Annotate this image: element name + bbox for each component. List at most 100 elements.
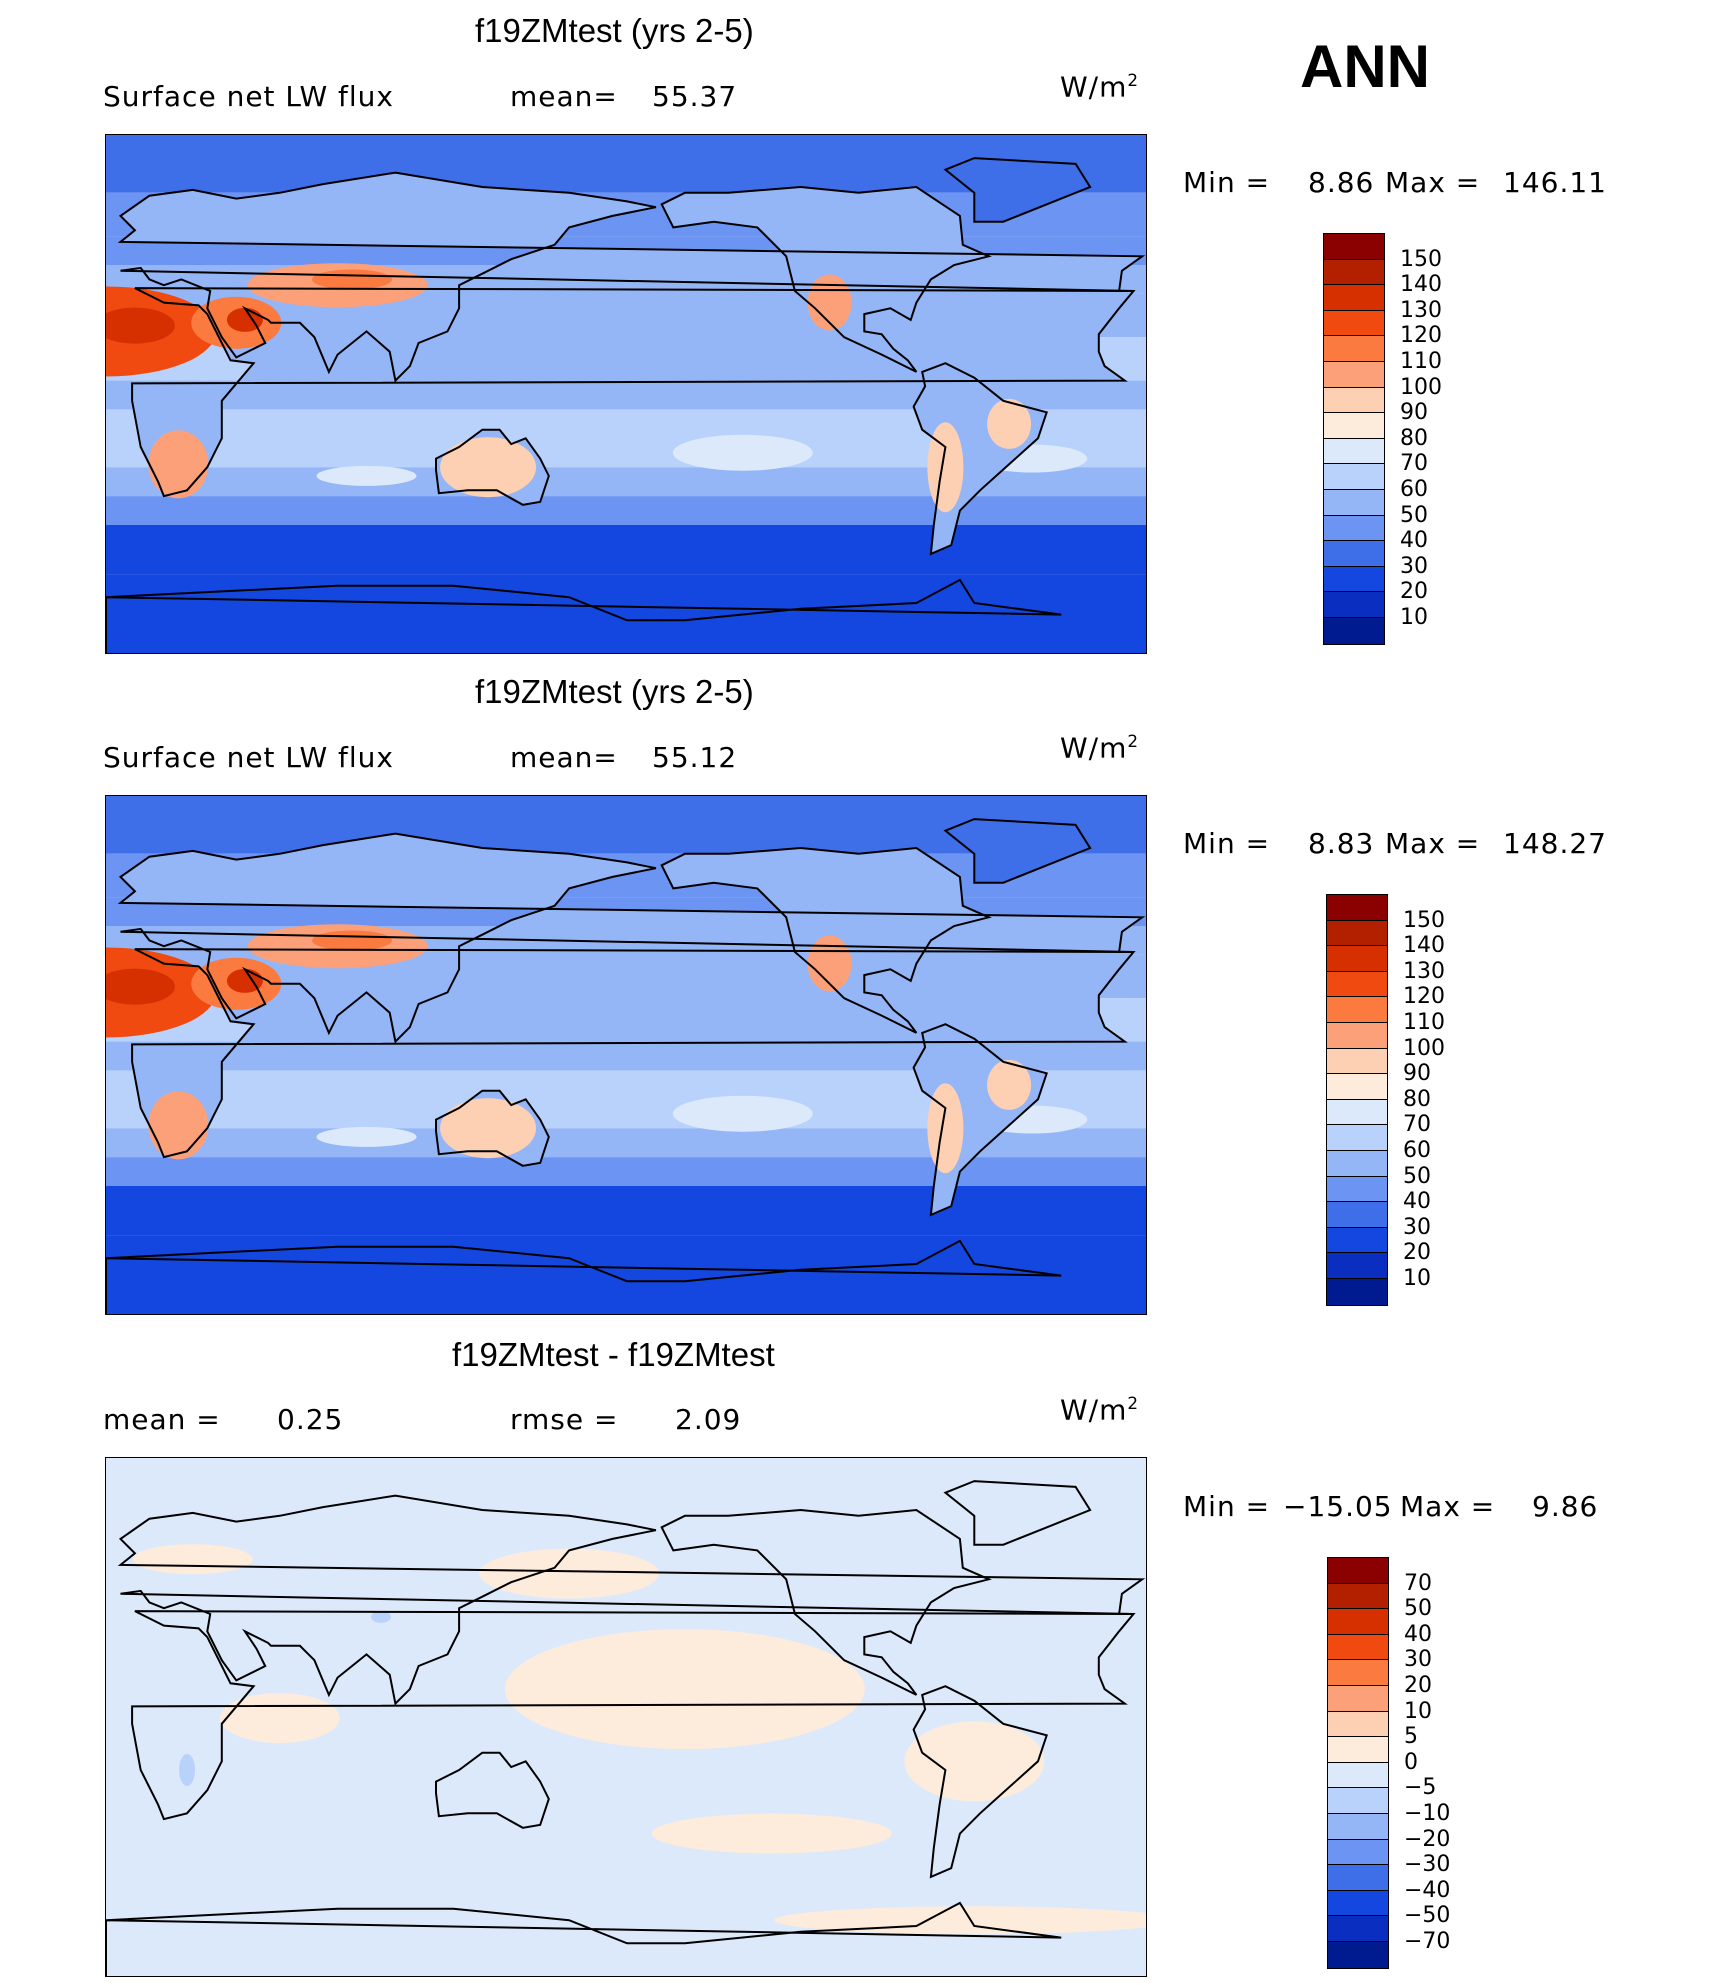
- mean-value: 55.12: [652, 741, 738, 774]
- colorbar-segment: [1324, 592, 1384, 618]
- coastline: [435, 428, 550, 506]
- colorbar-segment: [1324, 464, 1384, 490]
- colorbar-tick-label: 5: [1404, 1724, 1418, 1750]
- colorbar-tick-label: −30: [1404, 1852, 1451, 1878]
- colorbar-segment: [1328, 1762, 1388, 1789]
- season-label: ANN: [1300, 33, 1430, 100]
- coastline: [943, 157, 1092, 223]
- coastline: [660, 846, 992, 1034]
- colorbar-tick-label: 50: [1404, 1596, 1432, 1622]
- coastline: [117, 1494, 1146, 1706]
- colorbar-tick-label: 140: [1403, 933, 1445, 959]
- colorbar-tick-label: 10: [1400, 605, 1428, 630]
- colorbar-segment: [1327, 1227, 1387, 1254]
- colorbar-segment: [1328, 1558, 1388, 1584]
- rmse-value: 2.09: [675, 1403, 742, 1436]
- colorbar-segment: [1327, 1048, 1387, 1075]
- colorbar-segment: [1324, 413, 1384, 439]
- colorbar-tick-label: 150: [1403, 907, 1445, 933]
- coastline: [660, 185, 992, 373]
- colorbar-tick-label: −70: [1404, 1929, 1451, 1954]
- colorbar-tick-label: 130: [1400, 297, 1442, 323]
- colorbar-tick-label: 20: [1400, 579, 1428, 605]
- colorbar-tick-label: 140: [1400, 272, 1442, 298]
- coastline: [131, 1610, 1136, 1821]
- colorbar: [1326, 894, 1388, 1306]
- colorbar-tick-label: 60: [1403, 1138, 1431, 1163]
- colorbar-tick-label: 20: [1404, 1673, 1432, 1698]
- colorbar: [1327, 1557, 1389, 1969]
- colorbar-segment: [1327, 920, 1387, 947]
- mean-value: 55.37: [652, 80, 738, 113]
- colorbar-segment: [1328, 1813, 1388, 1840]
- colorbar-segment: [1327, 1099, 1387, 1126]
- colorbar-tick-label: 70: [1403, 1112, 1431, 1138]
- colorbar-segment: [1327, 1022, 1387, 1049]
- units-label: W/m2: [1060, 731, 1140, 765]
- colorbar-tick-label: 60: [1400, 477, 1428, 502]
- colorbar-tick-label: 80: [1400, 425, 1428, 451]
- coastline: [912, 1685, 1048, 1879]
- colorbar-segment: [1328, 1737, 1388, 1763]
- colorbar-tick-label: 0: [1404, 1749, 1418, 1775]
- colorbar-segment: [1327, 946, 1387, 972]
- colorbar-segment: [1327, 1074, 1387, 1100]
- colorbar-segment: [1324, 361, 1384, 388]
- min-value: 8.86: [1308, 166, 1375, 199]
- units-label: W/m2: [1060, 1393, 1140, 1427]
- colorbar-segment: [1324, 617, 1384, 644]
- colorbar-tick-label: −5: [1404, 1775, 1437, 1801]
- coastline: [131, 287, 1136, 498]
- min-label: Min =: [1183, 827, 1271, 860]
- colorbar-tick-label: 40: [1403, 1189, 1431, 1215]
- max-value: 9.86: [1532, 1490, 1599, 1523]
- colorbar-tick-label: 70: [1400, 451, 1428, 477]
- colorbar-tick-label: 40: [1400, 528, 1428, 554]
- colorbar-segment: [1327, 1278, 1387, 1305]
- variable-label: Surface net LW flux: [103, 741, 394, 774]
- colorbar-segment: [1324, 336, 1384, 362]
- colorbar-tick-label: 120: [1400, 323, 1442, 349]
- colorbar-segment: [1328, 1865, 1388, 1891]
- colorbar: [1323, 233, 1385, 645]
- colorbar-tick-label: 30: [1403, 1214, 1431, 1240]
- colorbar-segment: [1327, 1202, 1387, 1228]
- colorbar-tick-label: 30: [1400, 553, 1428, 579]
- coastline: [912, 362, 1048, 556]
- min-label: Min =: [1183, 166, 1271, 199]
- map-panel: [105, 795, 1147, 1315]
- coastline: [943, 818, 1092, 884]
- colorbar-segment: [1324, 310, 1384, 337]
- min-value: 8.83: [1308, 827, 1375, 860]
- colorbar-tick-label: 110: [1403, 1010, 1445, 1035]
- coastline: [117, 832, 1146, 1044]
- coastline: [943, 1480, 1092, 1546]
- colorbar-tick-label: 90: [1403, 1061, 1431, 1087]
- panel-title: f19ZMtest (yrs 2-5): [475, 673, 754, 710]
- colorbar-tick-label: 70: [1404, 1570, 1432, 1596]
- colorbar-segment: [1327, 895, 1387, 921]
- colorbar-tick-label: 90: [1400, 400, 1428, 426]
- colorbar-tick-label: 110: [1400, 349, 1442, 374]
- colorbar-segment: [1328, 1916, 1388, 1942]
- map-field: [106, 1458, 1146, 1976]
- colorbar-tick-label: −20: [1404, 1826, 1451, 1852]
- colorbar-segment: [1328, 1583, 1388, 1610]
- colorbar-segment: [1328, 1941, 1388, 1968]
- max-label: Max =: [1385, 166, 1481, 199]
- colorbar-tick-label: 30: [1404, 1647, 1432, 1673]
- colorbar-segment: [1328, 1890, 1388, 1917]
- colorbar-tick-label: 50: [1403, 1163, 1431, 1189]
- variable-label: Surface net LW flux: [103, 80, 394, 113]
- panel-title: f19ZMtest - f19ZMtest: [452, 1336, 775, 1373]
- coastline: [912, 1023, 1048, 1217]
- colorbar-segment: [1328, 1788, 1388, 1814]
- coastline: [106, 578, 1062, 653]
- colorbar-segment: [1328, 1711, 1388, 1738]
- colorbar-tick-label: −40: [1404, 1877, 1451, 1903]
- colorbar-tick-label: 100: [1403, 1035, 1445, 1061]
- colorbar-segment: [1328, 1685, 1388, 1712]
- panel-title: f19ZMtest (yrs 2-5): [475, 12, 754, 49]
- coastline: [660, 1508, 992, 1696]
- units-label: W/m2: [1060, 70, 1140, 104]
